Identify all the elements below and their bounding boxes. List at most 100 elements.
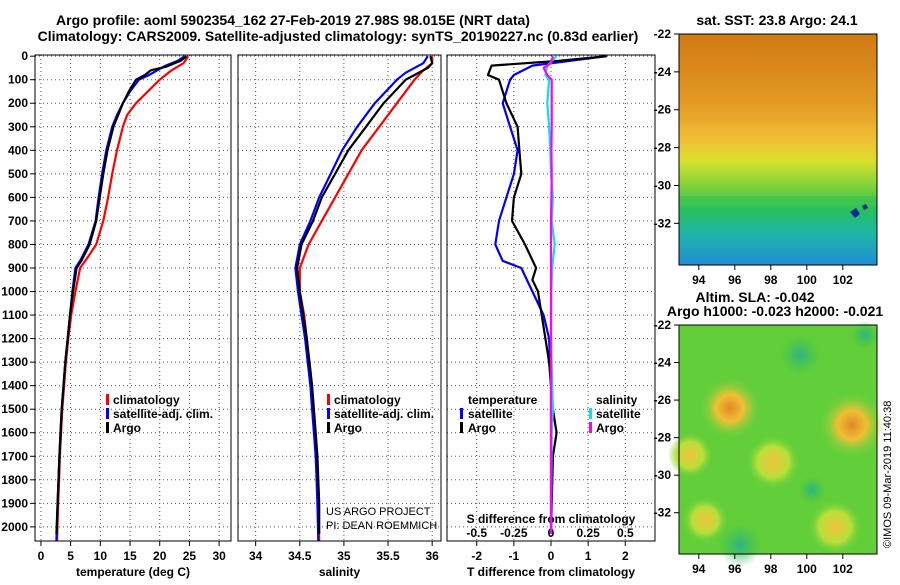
legend-temp-argo-label: Argo (468, 421, 496, 435)
plot-frame (446, 54, 656, 542)
sst-map (678, 33, 878, 266)
series-line (298, 56, 434, 542)
lon-tick-label: 102 (833, 562, 853, 576)
x-tick-label: 36 (425, 549, 439, 563)
lat-tick-label: -22 (654, 318, 672, 332)
depth-tick-label: 600 (8, 190, 28, 204)
sst-field (679, 34, 877, 265)
project-credit: US ARGO PROJECT (326, 506, 431, 518)
lon-tick-label: 96 (728, 273, 742, 287)
sst-map-axes: -22 -24 -26 -28 -30 -32 94 96 98 100 102 (654, 27, 853, 287)
imos-stamp: ©IMOS 09-Mar-2019 11:40:38 (882, 401, 894, 548)
s-diff-tick-label: -0.25 (500, 526, 528, 540)
legend-temp-satellite-marker (460, 408, 463, 419)
lat-tick-label: -24 (654, 65, 672, 79)
series-line (296, 55, 434, 534)
series-line (486, 55, 607, 534)
depth-tick-label: 1700 (1, 449, 28, 463)
salinity-panel: 34 34.5 35 35.5 36 salinity (237, 54, 442, 579)
legend-temp-argo-marker (460, 422, 463, 433)
sla-map-title-line2: Argo h1000: -0.023 h2000: -0.021 (667, 303, 884, 319)
lat-tick-label: -30 (654, 178, 672, 192)
x-tick-label: 34.5 (288, 549, 312, 563)
lon-tick-label: 102 (833, 273, 853, 287)
difference-panel: -2 -1 0 1 2-0.5 -0.25 0 0.25 0.5S difference fro… (446, 54, 656, 579)
sst-band-texture (679, 150, 877, 155)
depth-tick-label: 1400 (1, 379, 28, 393)
lon-tick-label: 98 (764, 273, 778, 287)
x-tick-label: -2 (471, 549, 482, 563)
sla-map-axes: -22 -24 -26 -28 -30 -32 94 96 98 100 102 (654, 318, 853, 576)
depth-tick-label: 2000 (1, 520, 28, 534)
series-line (55, 55, 188, 534)
x-axis-title: temperature (deg C) (76, 565, 190, 579)
sla-map-border (678, 324, 878, 555)
sla-anomaly-blob (668, 433, 712, 477)
lon-tick-label: 94 (692, 273, 706, 287)
lon-tick-label: 100 (797, 273, 817, 287)
figure-title-line1: Argo profile: aoml 5902354_162 27-Feb-20… (56, 12, 530, 28)
lat-tick-label: -32 (654, 506, 672, 520)
sst-band-texture (679, 118, 877, 124)
sst-dark-spot (850, 204, 868, 218)
depth-tick-label: 200 (8, 96, 28, 110)
lat-tick-label: -22 (654, 27, 672, 41)
series-line (55, 55, 190, 542)
lat-tick-label: -24 (654, 356, 672, 370)
figure-title-line2: Climatology: CARS2009. Satellite-adjuste… (38, 28, 639, 44)
x-tick-label: 25 (183, 549, 197, 563)
legend-argo-marker (327, 422, 330, 433)
depth-tick-label: 0 (21, 49, 28, 63)
series-line (494, 55, 607, 534)
x-tick-label: 35 (337, 549, 351, 563)
legend-climatology-label: climatology (334, 393, 401, 407)
legend-sal-satellite-label: satellite (596, 407, 641, 421)
depth-tick-label: 1300 (1, 355, 28, 369)
legend-sal-satellite-marker (589, 408, 592, 419)
depth-tick-label: 1600 (1, 426, 28, 440)
depth-tick-label: 500 (8, 167, 28, 181)
sst-map-title: sat. SST: 23.8 Argo: 24.1 (696, 12, 858, 28)
sla-anomaly-blob (747, 436, 799, 488)
plot-frame (34, 54, 232, 542)
depth-axis: 0 100 200 300 400 500 600 700 800 900 1000 1100 1200… (1, 49, 35, 534)
legend-climatology-marker (327, 394, 330, 405)
s-diff-tick-label: -0.5 (466, 526, 487, 540)
x-tick-label: 20 (153, 549, 167, 563)
x-tick-label: -1 (509, 549, 520, 563)
sla-anomaly-blob (718, 523, 762, 567)
lon-tick-label: 94 (692, 562, 706, 576)
plot-frame (237, 54, 442, 542)
series-line (55, 55, 186, 542)
series-line (542, 55, 554, 534)
x-tick-label: 0 (548, 549, 555, 563)
x-tick-label: 1 (585, 549, 592, 563)
legend-sal-argo-marker (589, 422, 592, 433)
x-tick-label: 35.5 (376, 549, 400, 563)
legend-climatology-marker (106, 394, 109, 405)
legend-satellite-marker (327, 408, 330, 419)
x-axis-title: T difference from climatology (467, 565, 635, 579)
legend-argo-label: Argo (113, 421, 141, 435)
temperature-legend: climatology satellite-adj. clim. Argo (106, 393, 213, 435)
x-tick-label: 2 (622, 549, 629, 563)
lat-tick-label: -26 (654, 393, 672, 407)
x-tick-label: 15 (123, 549, 137, 563)
legend-salinity-heading: salinity (596, 393, 638, 407)
legend-argo-marker (106, 422, 109, 433)
sst-map-border (678, 33, 878, 266)
legend-argo-label: Argo (334, 421, 362, 435)
legend-sal-argo-label: Argo (596, 421, 624, 435)
x-axis-title: salinity (319, 565, 361, 579)
lat-tick-label: -32 (654, 216, 672, 230)
sst-band-texture (679, 196, 877, 202)
sla-anomaly-blob (851, 321, 879, 349)
x-tick-label: 10 (94, 549, 108, 563)
lat-tick-label: -26 (654, 103, 672, 117)
depth-tick-label: 700 (8, 214, 28, 228)
depth-tick-label: 400 (8, 143, 28, 157)
sla-anomaly-blob (683, 498, 727, 542)
depth-tick-label: 1500 (1, 402, 28, 416)
x-tick-label: 5 (67, 549, 74, 563)
